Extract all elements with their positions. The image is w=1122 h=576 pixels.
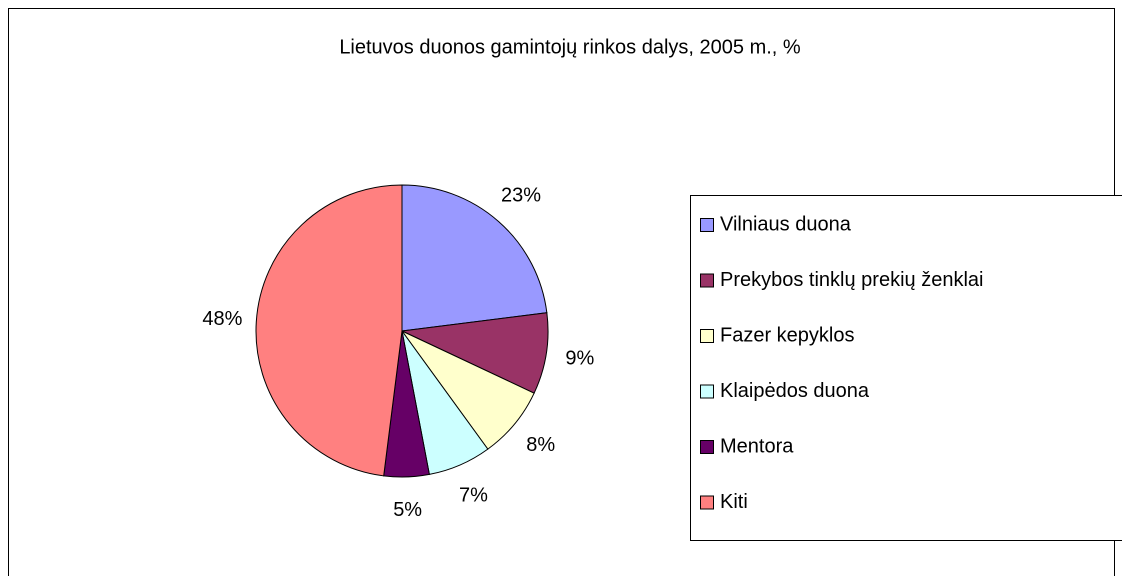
pie-slice (400, 312, 549, 394)
legend-swatch (700, 495, 714, 510)
legend-label: Fazer kepyklos (720, 324, 855, 346)
chart-title: Lietuvos duonos gamintojų rinkos dalys, … (339, 36, 801, 58)
legend-label: Prekybos tinklų prekių ženklai (720, 269, 983, 291)
legend-swatch (700, 273, 714, 288)
data-label: 48% (202, 308, 242, 330)
legend-label: Vilniaus duona (720, 213, 852, 235)
legend-label: Kiti (720, 491, 748, 513)
legend-label: Klaipėdos duona (720, 380, 870, 402)
pie-slice (255, 184, 403, 477)
data-label: 8% (526, 434, 555, 456)
legend-swatch (700, 384, 714, 399)
data-label: 23% (501, 184, 541, 206)
legend-swatch (700, 329, 714, 343)
pie-slice (401, 184, 548, 332)
legend-label: Mentora (720, 435, 794, 457)
data-label: 7% (459, 484, 488, 506)
data-label: 5% (393, 499, 422, 521)
legend-swatch (700, 218, 714, 232)
legend-swatch (700, 440, 714, 454)
legend-box (690, 195, 1122, 541)
data-label: 9% (565, 347, 594, 369)
